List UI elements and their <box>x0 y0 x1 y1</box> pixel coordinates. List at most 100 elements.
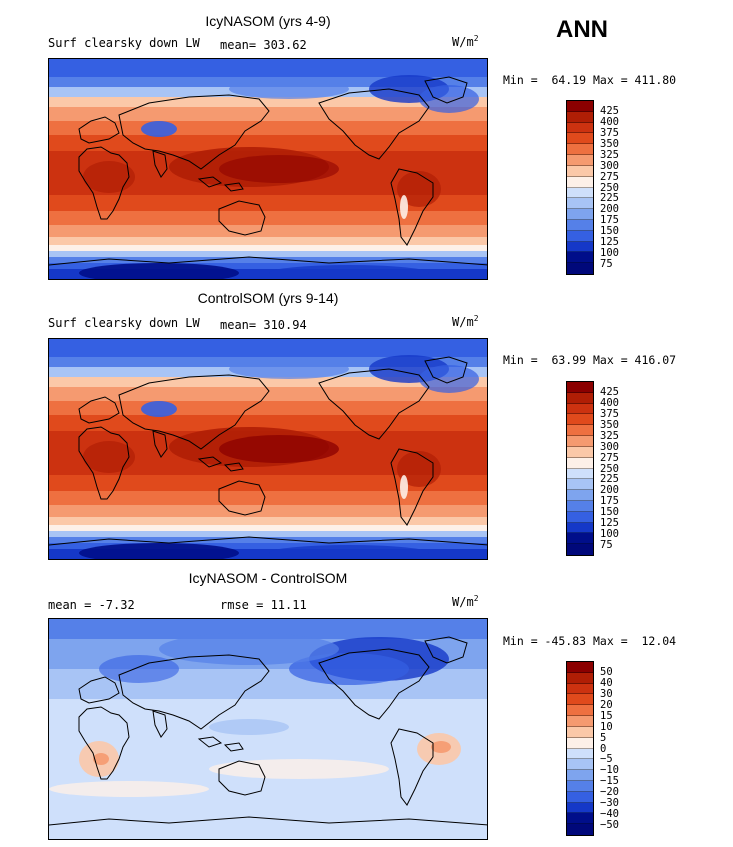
colorbar-tick-label: 425 <box>600 104 619 117</box>
colorbar-tick-label: 225 <box>600 192 619 205</box>
colorbar-swatch <box>567 101 593 112</box>
colorbar-tick-label: 125 <box>600 236 619 249</box>
colorbar-swatch <box>567 770 593 781</box>
colorbar-swatch <box>567 263 593 274</box>
colorbar-swatch <box>567 436 593 447</box>
colorbar-swatch <box>567 165 593 177</box>
colorbar-swatch <box>567 241 593 253</box>
colorbar-swatch <box>567 457 593 469</box>
colorbar-tick-label: 350 <box>600 137 619 150</box>
colorbar-tick-label: 175 <box>600 495 619 508</box>
colorbar-tick-label: 75 <box>600 539 613 552</box>
colorbar-swatch <box>567 737 593 749</box>
colorbar-swatch <box>567 500 593 512</box>
colorbar-tick-label: −30 <box>600 797 619 810</box>
colorbar-tick-label: 75 <box>600 258 613 271</box>
panel-3-colorbar <box>566 661 594 836</box>
colorbar-tick-label: 40 <box>600 676 613 689</box>
panel-1-variable: Surf clearsky down LW <box>48 36 200 50</box>
colorbar-tick-label: 100 <box>600 528 619 541</box>
colorbar-swatch <box>567 468 593 480</box>
colorbar-tick-label: 325 <box>600 148 619 161</box>
colorbar-tick-label: 375 <box>600 407 619 420</box>
colorbar-swatch <box>567 662 593 673</box>
colorbar-swatch <box>567 780 593 792</box>
colorbar-swatch <box>567 533 593 545</box>
colorbar-tick-label: 200 <box>600 203 619 216</box>
panel-3-units: W/m2 <box>452 594 479 609</box>
colorbar-tick-label: 150 <box>600 506 619 519</box>
colorbar-tick-label: 325 <box>600 429 619 442</box>
colorbar-tick-label: 425 <box>600 385 619 398</box>
colorbar-swatch <box>567 802 593 814</box>
colorbar-tick-label: 300 <box>600 159 619 172</box>
colorbar-swatch <box>567 392 593 404</box>
colorbar-tick-label: −50 <box>600 819 619 832</box>
colorbar-swatch <box>567 252 593 264</box>
colorbar-swatch <box>567 694 593 706</box>
colorbar-swatch <box>567 705 593 717</box>
colorbar-tick-label: 400 <box>600 115 619 128</box>
colorbar-swatch <box>567 544 593 555</box>
colorbar-tick-label: 100 <box>600 247 619 260</box>
colorbar-swatch <box>567 759 593 771</box>
colorbar-swatch <box>567 155 593 166</box>
panel-2-minmax: Min = 63.99 Max = 416.07 <box>503 353 677 367</box>
colorbar-swatch <box>567 122 593 134</box>
colorbar-swatch <box>567 198 593 210</box>
panel-3-field <box>49 619 487 839</box>
panel-3-rmse: rmse = 11.11 <box>220 598 307 612</box>
colorbar-tick-label: 30 <box>600 687 613 700</box>
season-label: ANN <box>556 16 608 43</box>
panel-3-mean: mean = -7.32 <box>48 598 135 612</box>
colorbar-swatch <box>567 111 593 123</box>
colorbar-swatch <box>567 446 593 458</box>
panel-2-title: ControlSOM (yrs 9-14) <box>197 290 339 306</box>
colorbar-swatch <box>567 479 593 491</box>
colorbar-tick-label: 275 <box>600 170 619 183</box>
panel-2-variable: Surf clearsky down LW <box>48 316 200 330</box>
panel-1-units: W/m2 <box>452 34 479 49</box>
colorbar-tick-label: −20 <box>600 786 619 799</box>
colorbar-swatch <box>567 187 593 199</box>
colorbar-swatch <box>567 133 593 145</box>
panel-1-mean: mean= 303.62 <box>220 38 307 52</box>
colorbar-swatch <box>567 726 593 738</box>
panel-1-minmax: Min = 64.19 Max = 411.80 <box>503 73 677 87</box>
panel-3-map <box>48 618 488 840</box>
colorbar-swatch <box>567 683 593 695</box>
colorbar-swatch <box>567 511 593 523</box>
colorbar-tick-label: 300 <box>600 440 619 453</box>
panel-2-units: W/m2 <box>452 314 479 329</box>
colorbar-swatch <box>567 672 593 684</box>
colorbar-tick-label: 125 <box>600 517 619 530</box>
panel-1-field <box>49 59 487 279</box>
panel-1-colorbar <box>566 100 594 275</box>
colorbar-swatch <box>567 748 593 760</box>
colorbar-swatch <box>567 144 593 156</box>
colorbar-swatch <box>567 522 593 534</box>
colorbar-tick-label: −5 <box>600 753 613 766</box>
panel-3-title: IcyNASOM - ControlSOM <box>188 570 348 586</box>
panel-1-title: IcyNASOM (yrs 4-9) <box>205 13 331 29</box>
colorbar-tick-label: 15 <box>600 709 613 722</box>
colorbar-tick-label: 350 <box>600 418 619 431</box>
colorbar-tick-label: 175 <box>600 214 619 227</box>
colorbar-swatch <box>567 716 593 727</box>
colorbar-tick-label: 225 <box>600 473 619 486</box>
colorbar-swatch <box>567 414 593 426</box>
colorbar-swatch <box>567 219 593 231</box>
colorbar-swatch <box>567 824 593 835</box>
colorbar-swatch <box>567 425 593 437</box>
colorbar-tick-label: −10 <box>600 764 619 777</box>
colorbar-swatch <box>567 490 593 501</box>
panel-1-map <box>48 58 488 280</box>
colorbar-tick-label: 250 <box>600 462 619 475</box>
colorbar-swatch <box>567 209 593 220</box>
colorbar-swatch <box>567 382 593 393</box>
colorbar-tick-label: 200 <box>600 484 619 497</box>
colorbar-tick-label: 375 <box>600 126 619 139</box>
colorbar-tick-label: 275 <box>600 451 619 464</box>
colorbar-swatch <box>567 791 593 803</box>
colorbar-tick-label: 50 <box>600 665 613 678</box>
